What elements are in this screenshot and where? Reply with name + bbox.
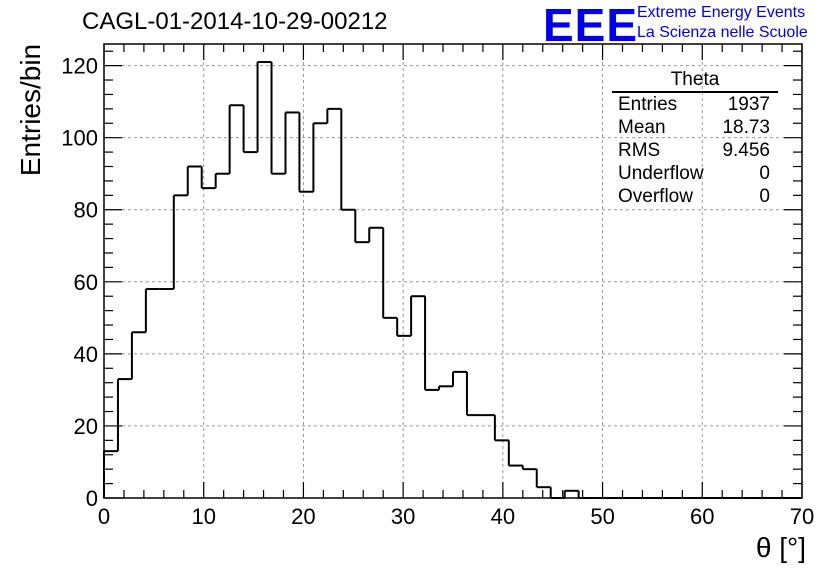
- stats-title: Theta: [612, 70, 778, 93]
- stat-value: 0: [759, 186, 770, 207]
- y-tick-label: 20: [74, 414, 98, 439]
- y-tick-label: 40: [74, 342, 98, 367]
- x-tick-label: 20: [291, 504, 315, 529]
- stat-label: RMS: [618, 140, 661, 161]
- x-tick-label: 0: [98, 504, 110, 529]
- plot-frame: [103, 43, 803, 499]
- stats-box: Theta Entries 1937 Mean 18.73 RMS 9.456 …: [610, 70, 778, 208]
- stat-row-underflow: Underflow 0: [610, 162, 778, 185]
- stat-value: 1937: [727, 94, 770, 115]
- eee-logo: EEE: [543, 0, 639, 51]
- stat-label: Underflow: [618, 163, 704, 184]
- x-tick-label: 10: [191, 504, 215, 529]
- x-tick-label: 50: [590, 504, 614, 529]
- stat-label: Entries: [618, 94, 678, 115]
- x-axis-label: θ [°]: [755, 532, 806, 563]
- y-tick-label: 120: [61, 54, 98, 79]
- stat-row-overflow: Overflow 0: [610, 185, 778, 208]
- logo-line-2: La Scienza nelle Scuole: [637, 24, 808, 41]
- stat-value: 9.456: [722, 140, 770, 161]
- y-tick-label: 80: [74, 198, 98, 223]
- x-tick-label: 70: [790, 504, 814, 529]
- y-axis-label: Entries/bin: [15, 43, 46, 177]
- chart-title: CAGL-01-2014-10-29-00212: [82, 8, 388, 35]
- stat-row-entries: Entries 1937: [610, 93, 778, 116]
- stat-row-mean: Mean 18.73: [610, 116, 778, 139]
- stat-row-rms: RMS 9.456: [610, 139, 778, 162]
- y-tick-label: 0: [86, 486, 98, 511]
- y-tick-label: 60: [74, 270, 98, 295]
- stat-label: Mean: [618, 117, 666, 138]
- x-tick-label: 40: [491, 504, 515, 529]
- stat-value: 18.73: [722, 117, 770, 138]
- stat-value: 0: [759, 163, 770, 184]
- x-tick-label: 30: [391, 504, 415, 529]
- y-tick-label: 100: [61, 126, 98, 151]
- x-tick-label: 60: [690, 504, 714, 529]
- logo-line-1: Extreme Energy Events: [637, 4, 806, 21]
- stat-label: Overflow: [618, 186, 693, 207]
